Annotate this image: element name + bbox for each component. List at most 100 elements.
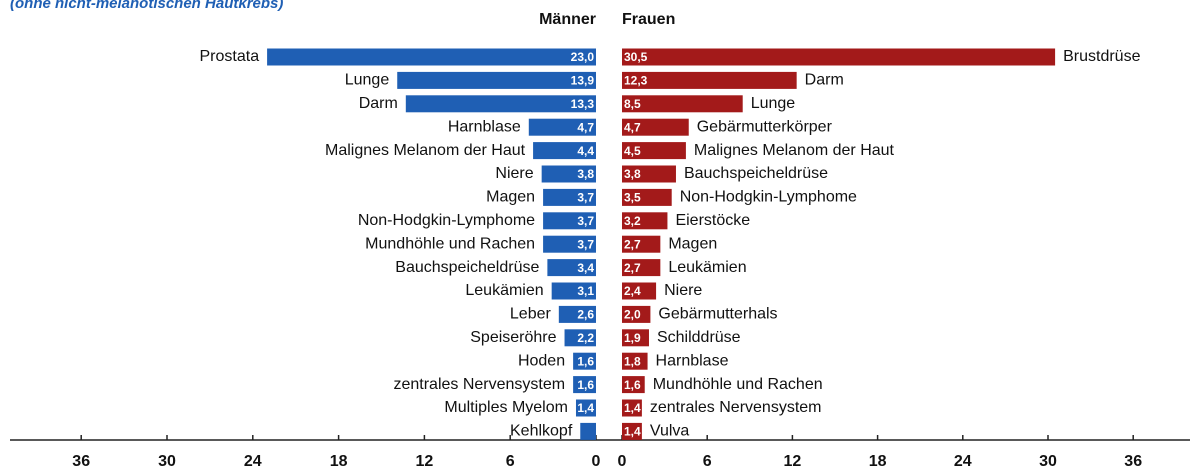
- bar: [543, 235, 596, 253]
- category-label: Leukämien: [465, 282, 543, 299]
- bar: [622, 165, 676, 183]
- bar: [622, 305, 651, 323]
- category-label: Multiples Myelom: [444, 399, 568, 416]
- category-label: Niere: [664, 282, 702, 299]
- value-label: 3,4: [577, 261, 594, 275]
- category-label: Hoden: [518, 352, 565, 369]
- category-label: Darm: [805, 72, 844, 89]
- bar: [622, 48, 1056, 66]
- men-header: Männer: [539, 11, 596, 28]
- bar: [622, 71, 797, 89]
- bar: [622, 399, 642, 417]
- bar: [622, 212, 668, 230]
- value-label: 13,3: [571, 97, 595, 111]
- x-tick-label: 30: [158, 453, 176, 470]
- value-label: 3,7: [577, 191, 594, 205]
- value-label: 4,7: [624, 120, 641, 134]
- value-label: 1,4: [577, 401, 594, 415]
- value-label: 1,6: [577, 378, 594, 392]
- category-label: Vulva: [650, 423, 690, 440]
- bar: [573, 352, 596, 370]
- category-label: Niere: [495, 165, 533, 182]
- value-label: 2,7: [624, 261, 641, 275]
- category-label: Prostata: [200, 48, 260, 65]
- category-label: Non-Hodgkin-Lymphome: [358, 212, 535, 229]
- x-tick-label: 0: [592, 453, 601, 470]
- category-label: Gebärmutterhals: [658, 306, 777, 323]
- category-label: Lunge: [345, 72, 390, 89]
- category-label: Leber: [510, 306, 552, 323]
- x-tick-label: 24: [954, 453, 972, 470]
- bar: [267, 48, 596, 66]
- category-label: Mundhöhle und Rachen: [365, 235, 535, 252]
- bar: [547, 259, 596, 277]
- category-label: Speiseröhre: [470, 329, 556, 346]
- category-label: Eierstöcke: [675, 212, 750, 229]
- bar: [622, 259, 661, 277]
- category-label: Gebärmutterkörper: [697, 118, 833, 135]
- bar: [543, 188, 596, 206]
- bar: [622, 142, 686, 160]
- value-label: 4,5: [624, 144, 641, 158]
- value-label: 3,1: [577, 284, 594, 298]
- x-tick-label: 12: [784, 453, 802, 470]
- value-label: 1,4: [624, 425, 641, 439]
- bar: [575, 399, 596, 417]
- x-tick-label: 6: [506, 453, 515, 470]
- value-label: 1,6: [577, 354, 594, 368]
- category-label: zentrales Nervensystem: [650, 399, 822, 416]
- value-label: 1,6: [624, 378, 641, 392]
- value-label: 4,4: [577, 144, 594, 158]
- x-tick-label: 6: [703, 453, 712, 470]
- x-tick-label: 30: [1039, 453, 1057, 470]
- value-label: 13,9: [571, 74, 595, 88]
- value-label: 3,5: [624, 191, 641, 205]
- value-label: 3,8: [624, 167, 641, 181]
- category-label: Non-Hodgkin-Lymphome: [680, 189, 857, 206]
- bar: [558, 305, 596, 323]
- category-label: Magen: [486, 189, 535, 206]
- category-label: Bauchspeicheldrüse: [395, 259, 539, 276]
- category-label: Harnblase: [656, 352, 729, 369]
- category-label: zentrales Nervensystem: [393, 376, 565, 393]
- value-label: 3,7: [577, 237, 594, 251]
- bar: [622, 118, 689, 136]
- bar: [533, 142, 596, 160]
- x-tick-label: 0: [618, 453, 627, 470]
- category-label: Kehlkopf: [510, 423, 573, 440]
- x-tick-label: 18: [330, 453, 348, 470]
- category-label: Schilddrüse: [657, 329, 741, 346]
- category-label: Magen: [668, 235, 717, 252]
- category-label: Harnblase: [448, 118, 521, 135]
- category-label: Malignes Melanom der Haut: [694, 142, 895, 159]
- bar: [622, 235, 661, 253]
- bar: [564, 329, 596, 347]
- bar: [580, 422, 596, 440]
- value-label: 3,7: [577, 214, 594, 228]
- category-label: Mundhöhle und Rachen: [653, 376, 823, 393]
- category-label: Leukämien: [668, 259, 746, 276]
- bar: [622, 422, 642, 440]
- bar: [622, 95, 743, 113]
- bar: [528, 118, 596, 136]
- bar: [622, 376, 645, 394]
- category-label: Brustdrüse: [1063, 48, 1140, 65]
- x-tick-label: 18: [869, 453, 887, 470]
- value-label: 2,7: [624, 237, 641, 251]
- value-label: 30,5: [624, 50, 648, 64]
- value-label: 8,5: [624, 97, 641, 111]
- value-label: 3,2: [624, 214, 641, 228]
- bar: [622, 352, 648, 370]
- value-label: 2,2: [577, 331, 594, 345]
- value-label: 1,8: [624, 354, 641, 368]
- value-label: 3,8: [577, 167, 594, 181]
- value-label: 2,0: [624, 308, 641, 322]
- category-label: Lunge: [751, 95, 796, 112]
- bar: [622, 282, 657, 300]
- value-label: 1,4: [624, 401, 641, 415]
- value-label: 2,4: [624, 284, 641, 298]
- bar: [573, 376, 596, 394]
- x-tick-label: 12: [416, 453, 434, 470]
- bar: [405, 95, 596, 113]
